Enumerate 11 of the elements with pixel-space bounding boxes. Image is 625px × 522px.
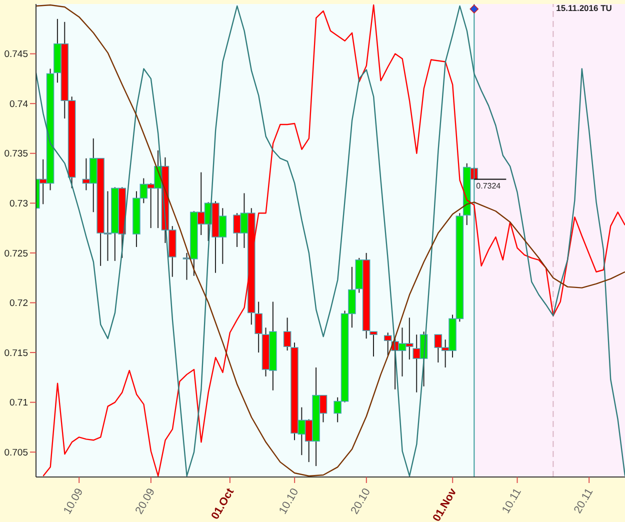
y-tick-label: 0.745 (4, 49, 28, 60)
y-tick-label: 0.71 (10, 398, 28, 409)
annotation: 0.7324 (476, 181, 502, 190)
y-tick-label: 0.705 (4, 447, 28, 458)
y-tick-label: 0.73 (10, 198, 28, 210)
y-tick-label: 0.735 (4, 148, 28, 160)
y-tick-label: 0.725 (4, 248, 28, 260)
y-tick-label: 0.715 (4, 348, 28, 359)
ref-line-label: 15.11.2016 TU (556, 3, 612, 13)
y-tick-label: 0.74 (10, 98, 28, 110)
y-tick-label: 0.72 (10, 298, 28, 310)
